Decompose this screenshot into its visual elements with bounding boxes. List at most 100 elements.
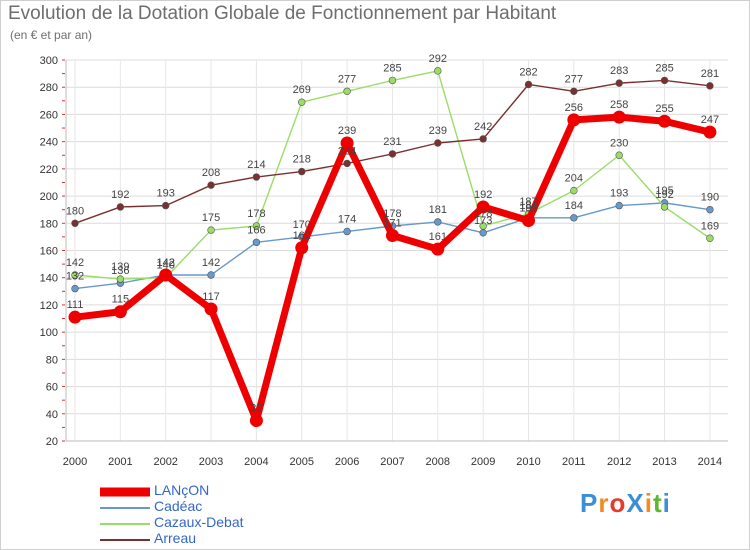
point-cazaux-debat-2014 [706, 234, 714, 242]
point-arreau-2010 [524, 80, 533, 89]
data-label-lancon-2005: 162 [293, 230, 311, 242]
point-cazaux-debat-2005 [298, 98, 306, 106]
point-cadeac-2000 [71, 284, 79, 293]
point-cadeac-2004 [252, 238, 261, 247]
proxiti-logo: ProXiti [580, 488, 671, 519]
data-label-arreau-2000: 180 [66, 205, 84, 217]
point-lancon-2010 [522, 214, 535, 228]
data-label-cadeac-2012: 193 [610, 188, 628, 200]
y-tick-label-240: 240 [40, 137, 58, 149]
y-tick-label-200: 200 [40, 191, 58, 203]
chart-title: Evolution de la Dotation Globale de Fonc… [8, 3, 557, 24]
point-arreau-2008 [434, 139, 442, 147]
logo-letter: P [580, 488, 599, 518]
x-tick-label-2005: 2005 [290, 456, 314, 468]
series [68, 67, 717, 428]
data-label-cadeac-2001: 136 [111, 265, 129, 277]
x-tick-label-2008: 2008 [426, 456, 450, 468]
point-arreau-2005 [298, 167, 306, 176]
legend-swatch-arreau [100, 539, 150, 541]
point-cazaux-debat-2003 [207, 226, 215, 234]
y-tick-label-60: 60 [46, 382, 58, 394]
logo-letter: i [644, 488, 653, 518]
data-label-lancon-2000: 111 [67, 299, 84, 311]
point-cadeac-2008 [434, 218, 442, 226]
point-cadeac-2006 [343, 227, 351, 236]
x-tick-label-2010: 2010 [516, 456, 540, 468]
data-label-arreau-2014: 281 [701, 68, 719, 80]
data-label-lancon-2012: 258 [610, 99, 628, 111]
data-label-cadeac-2000: 132 [66, 271, 84, 283]
x-tick-label-2006: 2006 [335, 456, 359, 468]
logo-letter: r [598, 488, 610, 518]
logo-letter: X [626, 488, 645, 518]
point-arreau-2002 [162, 201, 170, 210]
legend-label-arreau: Arreau [154, 530, 197, 546]
point-cazaux-debat-2012 [615, 151, 623, 159]
point-lancon-2003 [204, 302, 218, 316]
logo-letter: t [652, 488, 663, 518]
point-arreau-2011 [570, 87, 578, 95]
data-label-cazaux-debat-2005: 269 [293, 84, 311, 96]
x-tick-label-2012: 2012 [607, 456, 631, 468]
data-label-cadeac-2004: 166 [247, 224, 265, 236]
data-label-arreau-2008: 239 [429, 125, 447, 137]
data-label-arreau-2003: 208 [202, 167, 220, 179]
y-tick-label-100: 100 [40, 327, 58, 339]
chart-subtitle: (en € et par an) [10, 28, 93, 42]
data-label-lancon-2006: 239 [338, 125, 356, 137]
data-label-arreau-2005: 218 [293, 154, 311, 166]
point-lancon-2000 [68, 310, 82, 324]
data-label-arreau-2004: 214 [247, 159, 265, 171]
data-label-cadeac-2007: 178 [383, 208, 401, 220]
point-cadeac-2012 [615, 201, 623, 210]
data-label-cadeac-2011: 184 [565, 200, 583, 212]
data-label-arreau-2010: 282 [519, 66, 537, 78]
data-label-lancon-2008: 161 [429, 231, 447, 243]
point-arreau-2007 [388, 150, 397, 158]
point-arreau-2012 [615, 79, 623, 87]
data-label-lancon-2010: 182 [519, 203, 537, 215]
x-tick-label-2002: 2002 [153, 456, 177, 468]
x-tick-label-2013: 2013 [652, 456, 676, 468]
data-label-cazaux-debat-2014: 169 [701, 220, 719, 232]
legend-label-cazaux-debat: Cazaux-Debat [154, 514, 244, 530]
y-tick-label-20: 20 [46, 436, 58, 448]
point-cazaux-debat-2000 [71, 271, 79, 279]
point-lancon-2002 [159, 268, 173, 282]
y-tick-label-220: 220 [40, 164, 58, 176]
point-arreau-2014 [706, 82, 714, 90]
x-tick-label-2011: 2011 [562, 456, 586, 468]
point-lancon-2007 [385, 229, 399, 243]
data-label-arreau-2002: 193 [157, 188, 175, 200]
point-arreau-2003 [207, 181, 215, 189]
grid [66, 59, 728, 442]
x-tick-label-2014: 2014 [698, 456, 722, 468]
point-cazaux-debat-2009 [479, 222, 487, 230]
axes: 20 40 60 80 100 120 140 160 180 200 220 240 260 280 30… [40, 55, 728, 468]
point-cadeac-2003 [207, 271, 215, 279]
data-label-cadeac-2008: 181 [429, 204, 447, 216]
point-cazaux-debat-2006 [343, 87, 351, 95]
data-label-cazaux-debat-2011: 204 [565, 173, 583, 185]
point-cazaux-debat-2007 [388, 76, 397, 85]
data-label-cazaux-debat-2012: 230 [610, 137, 628, 149]
point-arreau-2006 [343, 159, 351, 168]
point-arreau-2001 [116, 203, 125, 211]
legend-swatch-cadeac [100, 507, 150, 509]
data-label-arreau-2012: 283 [610, 65, 628, 77]
data-label-lancon-2003: 117 [202, 291, 220, 303]
point-lancon-2014 [703, 125, 717, 139]
data-label-cazaux-debat-2013: 192 [655, 189, 673, 201]
point-cazaux-debat-2001 [116, 275, 125, 283]
y-tick-label-80: 80 [46, 354, 58, 366]
point-arreau-2013 [660, 76, 669, 85]
legend-label-lancon: LANçON [154, 482, 210, 498]
point-arreau-2000 [71, 219, 79, 227]
point-cazaux-debat-2013 [660, 203, 669, 211]
data-label-lancon-2009: 192 [474, 189, 492, 201]
data-label-cadeac-2010: 184 [519, 200, 537, 212]
point-lancon-2011 [567, 113, 581, 127]
data-label-arreau-2001: 192 [111, 189, 129, 201]
